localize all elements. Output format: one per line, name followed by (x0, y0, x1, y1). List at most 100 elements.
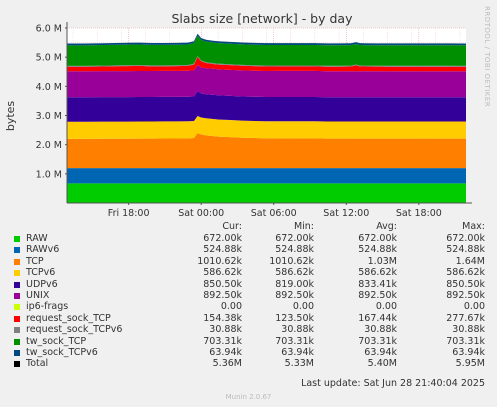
x-tick-label: Fri 18:00 (108, 208, 150, 219)
legend-value-max: 586.62k (446, 267, 485, 279)
area-request_sock_TCPv6 (67, 56, 466, 67)
legend-value-min: 586.62k (275, 267, 314, 279)
y-tick-label: 5.0 M (36, 53, 62, 64)
legend-swatch (14, 350, 20, 356)
legend-value-max: 63.94k (452, 347, 485, 358)
legend-value-max: 277.67k (446, 312, 485, 324)
y-axis-label: bytes (4, 101, 17, 132)
area-UDPv6 (67, 91, 466, 122)
legend-swatch (14, 304, 20, 311)
legend-value-avg: 0.00 (375, 301, 397, 313)
legend-value-avg: 167.44k (358, 312, 397, 324)
legend-value-cur: 30.88k (209, 324, 242, 336)
legend-header-avg: Avg: (376, 221, 397, 232)
legend-value-max: 850.50k (446, 278, 485, 290)
last-update: Last update: Sat Jun 28 21:40:04 2025 (301, 378, 485, 389)
legend-value-cur: 1010.62k (197, 255, 242, 267)
legend-value-min: 30.88k (281, 324, 314, 336)
legend-value-cur: 0.00 (220, 301, 242, 313)
legend-series-name: UNIX (26, 290, 50, 301)
legend-value-min: 0.00 (292, 301, 314, 313)
legend-value-max: 703.31k (446, 335, 485, 347)
chart-title: Slabs size [network] - by day (172, 11, 354, 26)
area-TCP (67, 133, 466, 169)
legend-value-cur: 5.36M (212, 358, 242, 370)
legend-swatch (14, 293, 20, 299)
legend-series-name: tw_sock_TCPv6 (26, 347, 98, 358)
y-tick-label: 4.0 M (36, 82, 62, 93)
legend-swatch (14, 338, 20, 345)
legend-header-cur: Cur: (222, 221, 242, 232)
legend-series-name: tw_sock_TCP (26, 335, 87, 347)
rrdtool-credit: RRDTOOL / TOBI OETIKER (483, 6, 491, 108)
legend-series-name: ip6-frags (26, 301, 69, 313)
legend-value-cur: 703.31k (203, 335, 242, 347)
legend-value-avg: 672.00k (358, 233, 397, 244)
legend-row: ip6-frags 0.00 0.00 0.00 0.00 (0, 301, 497, 313)
area-tw_sock_TCPv6 (67, 33, 466, 46)
legend-value-max: 672.00k (446, 233, 485, 244)
legend-swatch (14, 315, 20, 322)
legend-series-name: RAW (26, 233, 48, 244)
legend-value-min: 63.94k (281, 347, 314, 358)
legend-value-min: 703.31k (275, 335, 314, 347)
legend-value-max: 0.00 (463, 301, 485, 313)
legend-row: RAWv6 524.88k 524.88k 524.88k 524.88k (0, 244, 497, 256)
y-tick-label: 6.0 M (36, 24, 62, 35)
legend-value-avg: 703.31k (358, 335, 397, 347)
legend-series-name: request_sock_TCPv6 (26, 324, 123, 336)
legend-value-max: 524.88k (446, 244, 485, 256)
legend-value-min: 1010.62k (269, 255, 314, 267)
legend-row: request_sock_TCP 154.38k 123.50k 167.44k 277… (0, 313, 497, 325)
x-tick-label: Sat 00:00 (178, 208, 224, 219)
legend-swatch (14, 236, 20, 242)
legend-value-cur: 63.94k (209, 347, 242, 358)
legend-value-min: 524.88k (275, 244, 314, 256)
chart: Slabs size [network] - by day bytes 1.0 … (4, 11, 472, 219)
legend-value-min: 892.50k (275, 290, 314, 301)
area-TCPv6 (67, 115, 466, 139)
legend-row: RAW 672.00k 672.00k 672.00k 672.00k (0, 233, 497, 245)
legend-row: UDPv6 850.50k 819.00k 833.41k 850.50k (0, 279, 497, 291)
legend-swatch (14, 361, 20, 368)
area-RAW (67, 183, 466, 203)
legend-value-cur: 154.38k (203, 312, 242, 324)
legend-series-name: request_sock_TCP (26, 312, 111, 324)
legend-row: UNIX 892.50k 892.50k 892.50k 892.50k (0, 290, 497, 302)
legend-value-max: 892.50k (446, 290, 485, 301)
legend-value-avg: 63.94k (364, 347, 397, 358)
legend-value-avg: 892.50k (358, 290, 397, 301)
legend-series-name: RAWv6 (26, 244, 60, 256)
legend-value-cur: 586.62k (203, 267, 242, 279)
legend-value-avg: 30.88k (364, 324, 397, 336)
legend-header: Cur: Min: Avg: Max: (0, 221, 497, 233)
legend-row: request_sock_TCPv6 30.88k 30.88k 30.88k 30.8… (0, 324, 497, 336)
legend-series-name: TCPv6 (26, 267, 56, 279)
legend-value-cur: 672.00k (203, 233, 242, 244)
legend-value-max: 1.64M (455, 255, 485, 267)
legend-series-name: UDPv6 (26, 278, 58, 290)
legend-value-min: 5.33M (284, 358, 314, 370)
legend-header-min: Min: (293, 221, 314, 232)
legend-series-name: Total (26, 358, 49, 370)
legend-row: Total 5.36M 5.33M 5.40M 5.95M (0, 358, 497, 370)
legend-value-avg: 833.41k (358, 278, 397, 290)
legend-row: TCPv6 586.62k 586.62k 586.62k 586.62k (0, 267, 497, 279)
area-RAWv6 (67, 168, 466, 184)
legend-row: tw_sock_TCP 703.31k 703.31k 703.31k 703.31k (0, 336, 497, 348)
x-tick-label: Sat 06:00 (251, 208, 297, 219)
legend-header-max: Max: (462, 221, 485, 232)
legend-swatch (14, 327, 20, 334)
legend-value-max: 5.95M (455, 358, 485, 370)
legend-row: TCP 1010.62k 1010.62k 1.03M 1.64M (0, 256, 497, 268)
legend-value-avg: 1.03M (367, 255, 397, 267)
y-tick-label: 2.0 M (36, 140, 62, 151)
legend-value-cur: 892.50k (203, 290, 242, 301)
legend-swatch (14, 270, 20, 277)
x-tick-label: Sat 18:00 (396, 208, 442, 219)
legend-value-avg: 524.88k (358, 244, 397, 256)
area-UNIX (67, 65, 466, 98)
legend-swatch (14, 247, 20, 254)
legend-value-avg: 5.40M (367, 358, 397, 370)
x-tick-label: Sat 12:00 (323, 208, 369, 219)
